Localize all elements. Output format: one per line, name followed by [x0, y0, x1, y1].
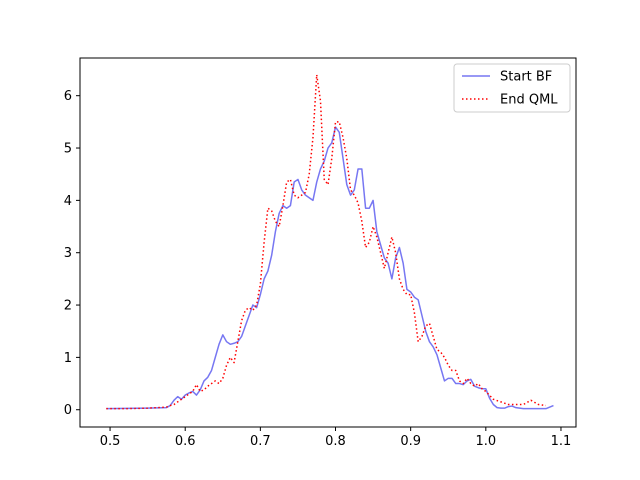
y-tick-label: 0	[64, 403, 72, 418]
plot-lines	[106, 74, 554, 410]
x-axis: 0.5 0.6 0.7 0.8 0.9 1.0 1.1	[100, 427, 572, 449]
y-axis: 0 1 2 3 4 5 6	[64, 89, 80, 418]
x-tick-label: 0.8	[325, 434, 346, 449]
series-line-end-qml	[106, 74, 547, 410]
x-tick-label: 1.0	[475, 434, 496, 449]
legend-label-start-bf: Start BF	[500, 70, 552, 85]
x-tick-label: 0.5	[100, 434, 121, 449]
x-tick-label: 0.6	[175, 434, 196, 449]
x-tick-label: 0.9	[400, 434, 421, 449]
x-tick-label: 0.7	[250, 434, 271, 449]
y-tick-label: 3	[64, 246, 72, 261]
x-tick-label: 1.1	[551, 434, 572, 449]
y-tick-label: 4	[64, 194, 72, 209]
y-tick-label: 5	[64, 142, 72, 157]
series-line-start-bf	[106, 126, 554, 410]
y-tick-label: 2	[64, 299, 72, 314]
legend-label-end-qml: End QML	[500, 93, 558, 108]
y-tick-label: 6	[64, 89, 72, 104]
plot-frame	[79, 57, 577, 428]
legend: Start BF End QML	[453, 63, 571, 113]
y-tick-label: 1	[64, 351, 72, 366]
